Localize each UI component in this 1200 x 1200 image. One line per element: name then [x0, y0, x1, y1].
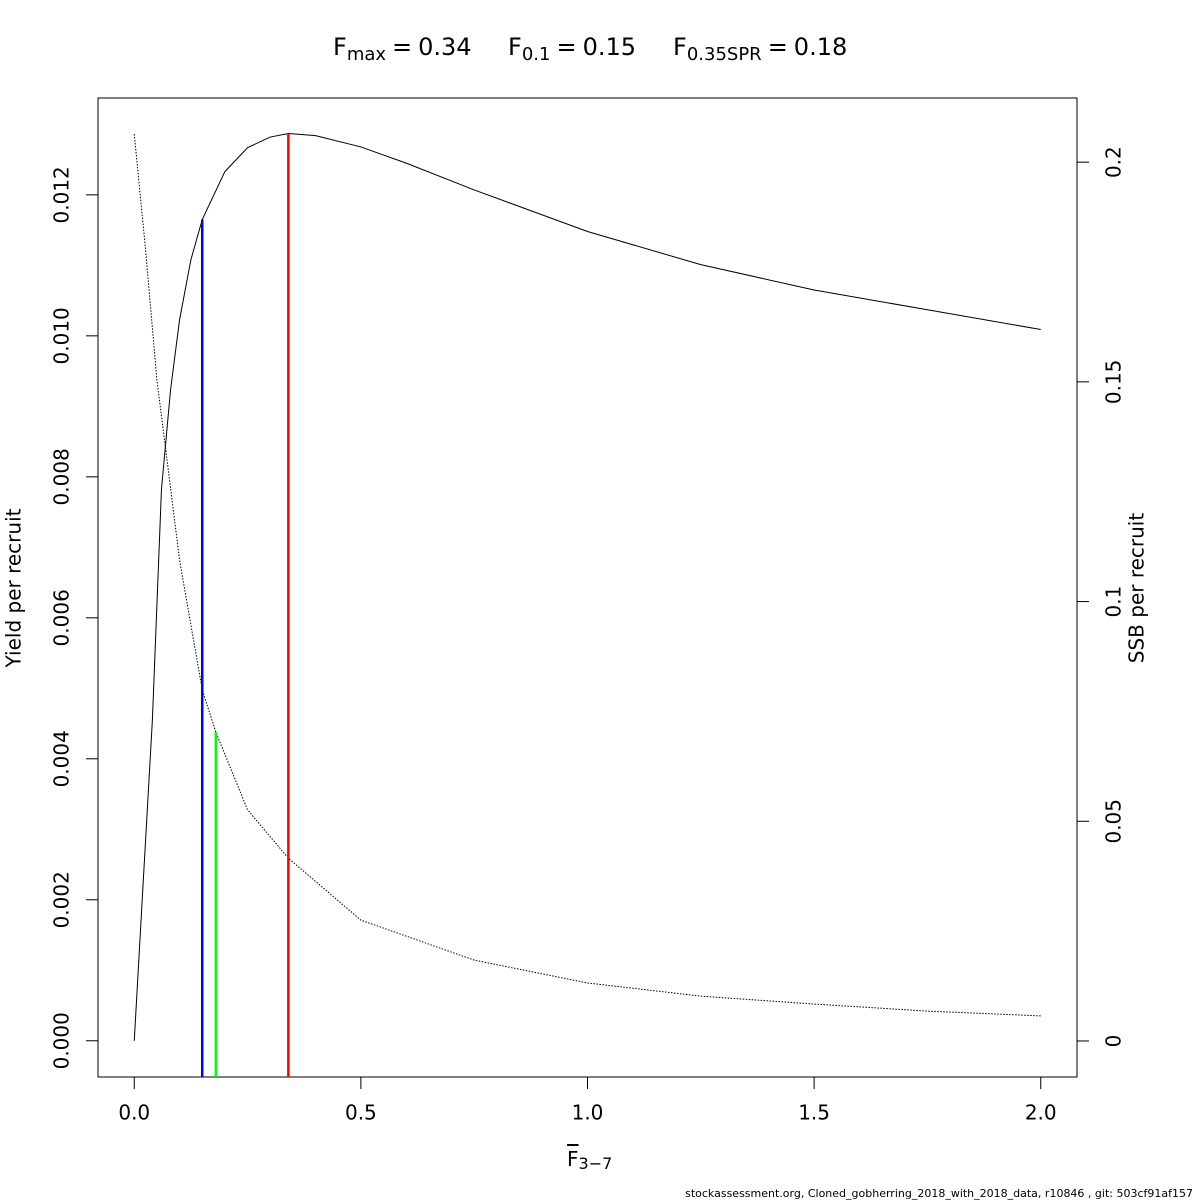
- y-tick-label: 0.004: [50, 730, 74, 787]
- title-operator: =: [556, 33, 576, 61]
- y-tick-label: 0.012: [50, 166, 74, 223]
- ssb-line: [133, 133, 1041, 1017]
- title-value: 0.15: [583, 33, 636, 61]
- y-tick-label: 0.006: [50, 589, 74, 646]
- title-symbol: F: [333, 33, 347, 61]
- x-axis-label: F3−7: [567, 1147, 612, 1173]
- title-subscript: max: [347, 44, 387, 65]
- title-operator: =: [768, 33, 788, 61]
- y-tick-label: 0.008: [50, 448, 74, 505]
- title-symbol: F: [673, 33, 687, 61]
- x-tick-label: 2.0: [1025, 1101, 1057, 1125]
- x-tick-label: 1.5: [798, 1101, 830, 1125]
- y-tick-label: 0.010: [50, 307, 74, 364]
- y2-axis-label: SSB per recruit: [1125, 513, 1149, 664]
- x-tick-label: 1.0: [572, 1101, 604, 1125]
- title-operator: =: [392, 33, 412, 61]
- plot-frame: [97, 97, 1078, 1078]
- title-subscript: 0.35SPR: [687, 44, 762, 65]
- title-symbol: F: [508, 33, 522, 61]
- y-tick-label: 0.002: [50, 871, 74, 928]
- title-item: F0.35SPR = 0.18: [673, 33, 847, 65]
- title-subscript: 0.1: [522, 44, 551, 65]
- y2-tick-label: 0.1: [1102, 586, 1126, 618]
- footer: stockassessment.org, Cloned_gobherring_2…: [685, 1187, 1193, 1200]
- x-label-symbol: F: [567, 1147, 579, 1171]
- title-value: 0.34: [418, 33, 471, 61]
- y2-tick-label: 0.15: [1102, 360, 1126, 405]
- x-tick-label: 0.5: [345, 1101, 377, 1125]
- y2-tick-label: 0: [1102, 1035, 1126, 1048]
- title-value: 0.18: [794, 33, 847, 61]
- y-axis-label: Yield per recruit: [2, 508, 26, 668]
- title-item: F0.1 = 0.15: [508, 33, 636, 65]
- y2-tick-label: 0.05: [1102, 799, 1126, 844]
- y-tick-label: 0.000: [50, 1012, 74, 1069]
- x-tick-label: 0.0: [118, 1101, 150, 1125]
- yield-line: [133, 133, 1041, 1041]
- y2-tick-label: 0.2: [1102, 146, 1126, 178]
- title-item: Fmax = 0.34: [333, 33, 472, 65]
- x-label-subscript: 3−7: [579, 1154, 613, 1173]
